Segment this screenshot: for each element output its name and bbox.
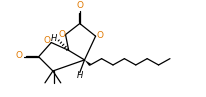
Text: H: H (51, 34, 57, 43)
Text: H: H (76, 71, 82, 80)
Text: O: O (15, 51, 22, 60)
Polygon shape (84, 60, 91, 66)
Text: O: O (44, 36, 51, 45)
Text: O: O (76, 1, 83, 10)
Text: O: O (96, 31, 103, 40)
Text: O: O (58, 30, 65, 39)
